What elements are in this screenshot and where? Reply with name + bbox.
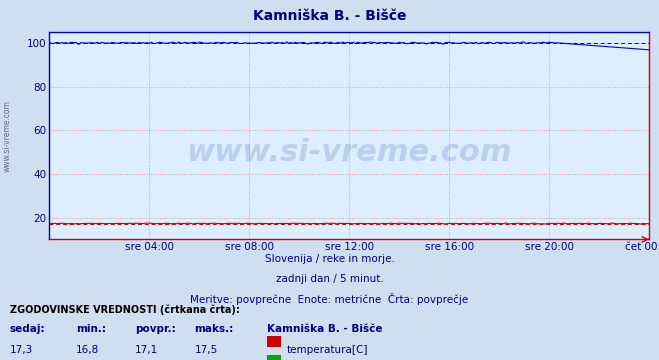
Text: www.si-vreme.com: www.si-vreme.com: [3, 100, 12, 172]
Text: ZGODOVINSKE VREDNOSTI (črtkana črta):: ZGODOVINSKE VREDNOSTI (črtkana črta):: [10, 304, 240, 315]
Text: 17,5: 17,5: [194, 345, 217, 355]
Text: 17,3: 17,3: [10, 345, 33, 355]
Text: temperatura[C]: temperatura[C]: [287, 345, 368, 355]
Text: min.:: min.:: [76, 324, 106, 334]
Text: zadnji dan / 5 minut.: zadnji dan / 5 minut.: [275, 274, 384, 284]
Text: Kamniška B. - Bišče: Kamniška B. - Bišče: [253, 9, 406, 23]
Text: 16,8: 16,8: [76, 345, 99, 355]
Text: Meritve: povprečne  Enote: metrične  Črta: povprečje: Meritve: povprečne Enote: metrične Črta:…: [190, 293, 469, 305]
Text: povpr.:: povpr.:: [135, 324, 176, 334]
Text: Kamniška B. - Bišče: Kamniška B. - Bišče: [267, 324, 382, 334]
Text: Slovenija / reke in morje.: Slovenija / reke in morje.: [264, 254, 395, 264]
Text: maks.:: maks.:: [194, 324, 234, 334]
Text: sedaj:: sedaj:: [10, 324, 45, 334]
Text: 17,1: 17,1: [135, 345, 158, 355]
Text: www.si-vreme.com: www.si-vreme.com: [186, 138, 512, 167]
